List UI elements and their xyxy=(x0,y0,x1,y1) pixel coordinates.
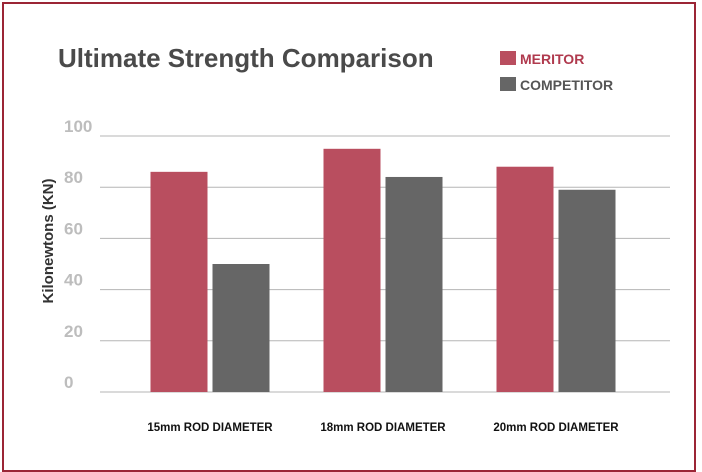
category-labels: 15mm ROD DIAMETER 18mm ROD DIAMETER 20mm R… xyxy=(147,422,619,434)
chart-svg: Ultimate Strength Comparison MERITOR COM… xyxy=(40,43,670,434)
y-tick-label: 100 xyxy=(64,117,92,136)
legend: MERITOR COMPETITOR xyxy=(500,51,613,93)
bar-meritor-3 xyxy=(496,166,554,392)
y-tick-label: 0 xyxy=(64,373,73,392)
bar-competitor-2 xyxy=(385,176,443,392)
category-label: 18mm ROD DIAMETER xyxy=(320,422,446,434)
legend-swatch-competitor xyxy=(500,77,516,91)
category-label: 15mm ROD DIAMETER xyxy=(147,422,273,434)
legend-label-meritor: MERITOR xyxy=(520,51,584,67)
bar-meritor-1 xyxy=(150,171,208,392)
bar-competitor-3 xyxy=(558,189,616,392)
y-tick-label: 40 xyxy=(64,271,83,290)
category-label: 20mm ROD DIAMETER xyxy=(493,422,619,434)
y-axis-label: Kilonewtons (KN) xyxy=(40,179,57,304)
y-tick-label: 60 xyxy=(64,219,83,238)
legend-label-competitor: COMPETITOR xyxy=(520,77,613,93)
bar-competitor-1 xyxy=(212,264,270,392)
legend-swatch-meritor xyxy=(500,51,516,65)
y-tick-label: 80 xyxy=(64,168,83,187)
y-tick-label: 20 xyxy=(64,322,83,341)
chart-title: Ultimate Strength Comparison xyxy=(58,43,434,73)
y-tick-labels: 0 20 40 60 80 100 xyxy=(64,117,92,392)
bars xyxy=(150,148,616,392)
bar-meritor-2 xyxy=(323,148,381,392)
